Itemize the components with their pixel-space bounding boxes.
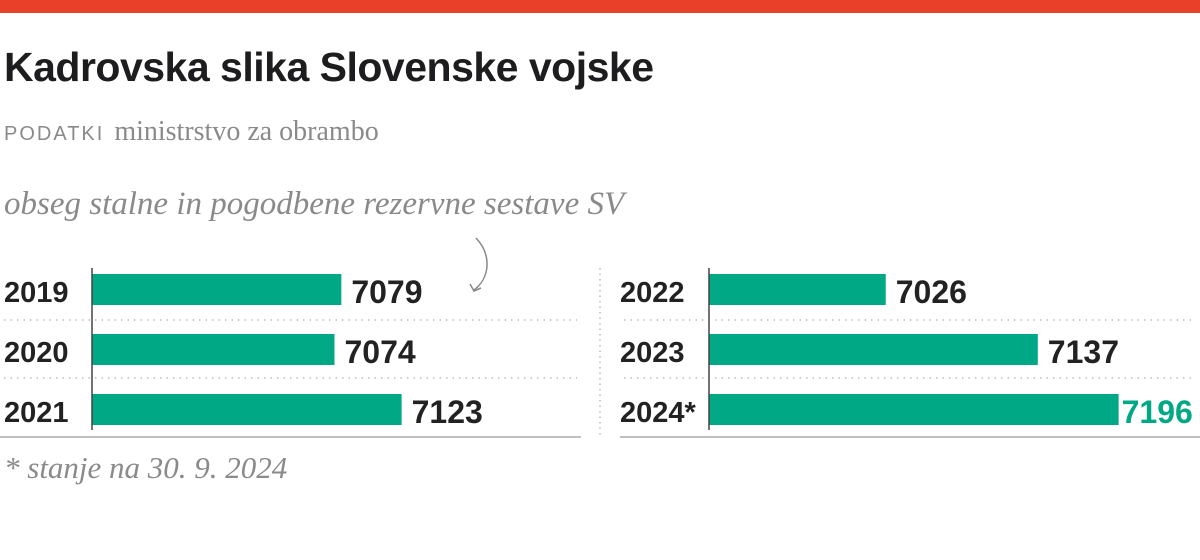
value-label: 7123 — [412, 394, 483, 430]
category-label: 2022 — [620, 277, 685, 309]
annotation-arrow — [473, 237, 488, 291]
chart-title: Kadrovska slika Slovenske vojske — [4, 44, 654, 90]
bar-2023 — [709, 334, 1038, 365]
source-line: PODATKI ministrstvo za obrambo — [4, 116, 379, 148]
value-label: 7026 — [896, 274, 967, 310]
bar-2022 — [709, 274, 886, 305]
source-name: ministrstvo za obrambo — [114, 116, 379, 147]
category-label: 2019 — [4, 277, 69, 309]
bar-2020 — [92, 334, 335, 365]
category-label: 2024* — [620, 397, 697, 429]
annotation-arrowhead — [469, 283, 482, 292]
top-accent-bar — [0, 0, 1200, 13]
chart-subtitle: obseg stalne in pogodbene rezervne sesta… — [4, 186, 625, 222]
footnote: * stanje na 30. 9. 2024 — [4, 450, 288, 485]
value-label: 7074 — [344, 334, 415, 370]
value-label: 7079 — [351, 274, 422, 310]
value-label: 7196 — [1122, 394, 1193, 430]
category-label: 2021 — [4, 397, 69, 429]
bar-2024* — [709, 394, 1119, 425]
bar-2021 — [92, 394, 402, 425]
category-label: 2020 — [4, 337, 69, 369]
source-label: PODATKI — [4, 123, 105, 145]
bar-2019 — [92, 274, 342, 305]
category-label: 2023 — [620, 337, 685, 369]
value-label: 7137 — [1048, 334, 1119, 370]
